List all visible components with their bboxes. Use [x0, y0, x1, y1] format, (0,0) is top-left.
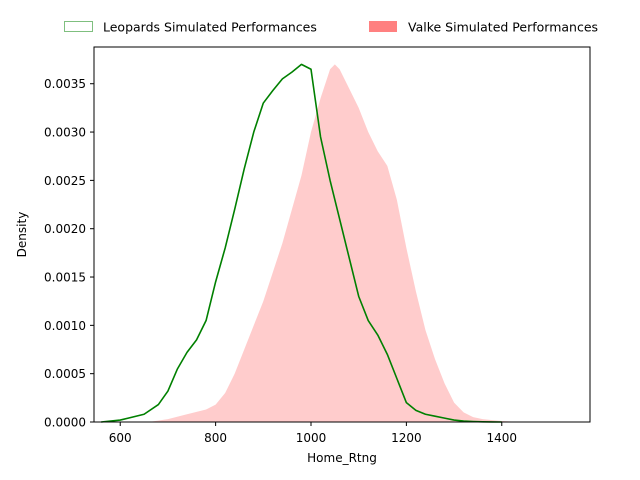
plot-content — [101, 63, 538, 423]
x-tick-label: 1000 — [296, 431, 327, 445]
x-tick-label: 1400 — [486, 431, 517, 445]
valke-legend-swatch — [369, 21, 397, 32]
y-tick-label: 0.0015 — [44, 271, 86, 285]
valke-legend-label: Valke Simulated Performances — [408, 20, 598, 35]
x-tick-label: 800 — [204, 431, 227, 445]
plot-frame — [93, 46, 591, 423]
valke-density-area — [148, 64, 538, 423]
leopards-legend-swatch — [64, 21, 93, 32]
y-tick-label: 0.0030 — [44, 126, 86, 140]
leopards-density-line — [101, 63, 502, 423]
x-tick-label: 600 — [109, 431, 132, 445]
y-tick-label: 0.0005 — [44, 367, 86, 381]
x-axis: 600 800 1000 1200 1400 — [109, 422, 517, 445]
x-axis-title: Home_Rtng — [307, 451, 377, 465]
y-tick-label: 0.0010 — [44, 319, 86, 333]
leopards-legend-label: Leopards Simulated Performances — [103, 20, 317, 35]
x-tick-label: 1200 — [391, 431, 422, 445]
y-axis-title: Density — [15, 212, 29, 258]
y-tick-label: 0.0000 — [44, 416, 86, 430]
y-tick-label: 0.0020 — [44, 222, 86, 236]
y-tick-label: 0.0025 — [44, 174, 86, 188]
y-tick-label: 0.0035 — [44, 77, 86, 91]
y-axis: 0.0000 0.0005 0.0010 0.0015 0.0020 0.0025 0.00… — [44, 77, 94, 430]
legend: Leopards Simulated Performances Valke Sim… — [64, 20, 598, 35]
